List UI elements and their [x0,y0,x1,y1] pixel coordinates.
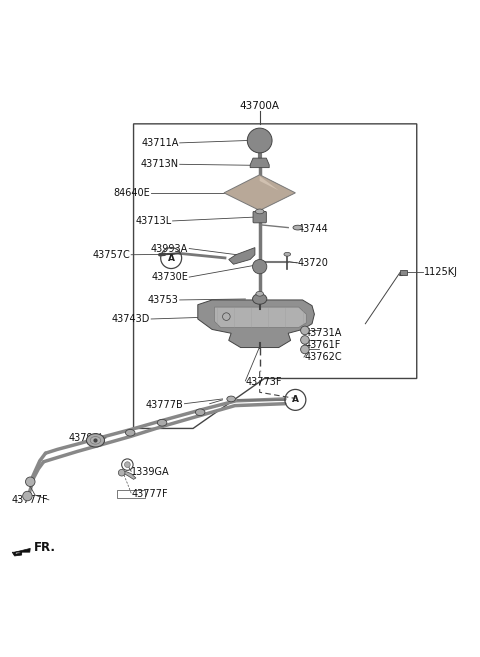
Text: 43761F: 43761F [305,340,341,350]
Text: 43744: 43744 [298,223,328,233]
Text: 43777B: 43777B [146,399,183,410]
FancyBboxPatch shape [253,212,266,223]
Text: 43720: 43720 [298,258,329,268]
Circle shape [23,491,32,501]
Ellipse shape [195,409,205,416]
Text: 43790L: 43790L [69,433,105,443]
Circle shape [300,336,309,344]
Text: 43773F: 43773F [245,377,282,387]
Circle shape [247,128,272,153]
Text: A: A [292,396,299,405]
Text: 84640E: 84640E [113,188,150,198]
Bar [117,490,145,499]
Ellipse shape [252,294,267,304]
Polygon shape [215,307,306,328]
Text: FR.: FR. [34,541,56,554]
Text: 43743D: 43743D [112,314,150,324]
Ellipse shape [255,209,264,214]
Circle shape [223,313,230,321]
Ellipse shape [284,252,290,256]
Circle shape [124,462,130,468]
Ellipse shape [227,396,235,402]
Text: 43711A: 43711A [142,138,179,148]
Ellipse shape [157,419,167,426]
Text: A: A [168,254,175,263]
Ellipse shape [90,436,101,444]
Text: 43757C: 43757C [93,250,130,260]
Text: 43700A: 43700A [240,101,280,110]
Ellipse shape [125,430,135,436]
Text: 43993A: 43993A [151,244,188,254]
Text: 43777F: 43777F [131,489,168,499]
Circle shape [300,345,309,353]
Polygon shape [198,300,314,348]
Polygon shape [260,176,279,191]
Ellipse shape [86,434,105,447]
Polygon shape [224,175,295,210]
Text: 43753: 43753 [148,295,179,305]
Circle shape [119,469,125,476]
Ellipse shape [256,291,264,296]
Circle shape [252,260,267,274]
Polygon shape [12,549,30,556]
Circle shape [300,326,309,334]
Polygon shape [250,158,269,168]
Polygon shape [229,248,255,264]
Bar [400,270,407,275]
Text: 43762C: 43762C [305,352,343,362]
Text: 43713N: 43713N [141,159,179,170]
Text: 1125KJ: 1125KJ [424,267,458,277]
Text: 43730E: 43730E [151,272,188,282]
Text: 43731A: 43731A [305,328,342,338]
Ellipse shape [293,225,302,230]
Text: 1339GA: 1339GA [131,467,170,477]
Circle shape [25,477,35,487]
Text: 43713L: 43713L [135,216,172,226]
Text: 43777F: 43777F [11,495,48,505]
Polygon shape [122,471,136,480]
